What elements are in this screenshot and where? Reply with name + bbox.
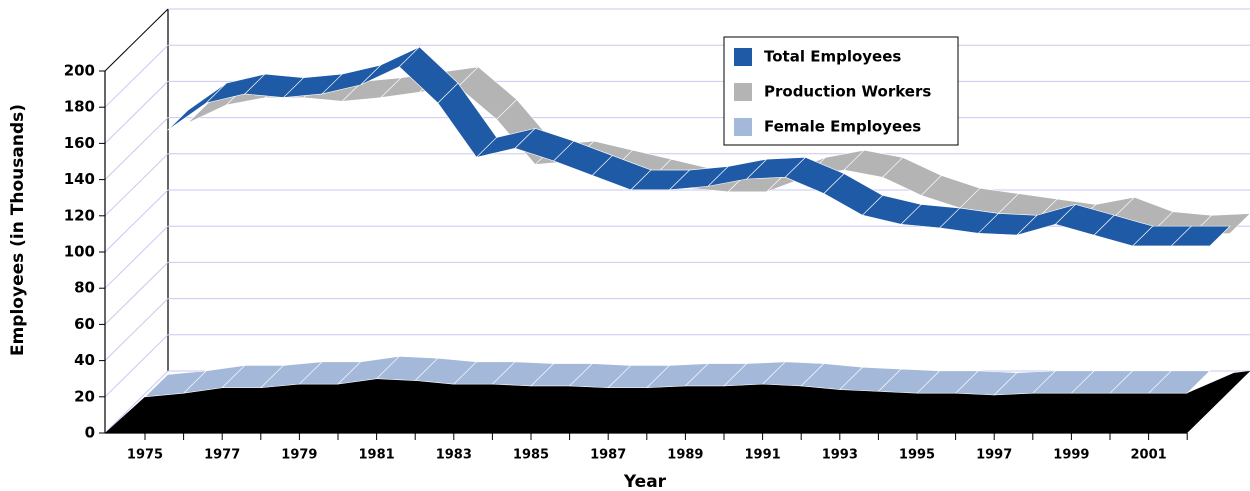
y-tick-label: 60 xyxy=(74,315,95,333)
y-tick-label: 0 xyxy=(85,424,95,442)
x-tick-label: 1985 xyxy=(513,448,549,463)
side-grid-line xyxy=(104,189,169,253)
side-grid-line xyxy=(104,334,169,398)
side-grid-line xyxy=(104,8,169,72)
legend-label: Female Employees xyxy=(764,118,921,136)
x-tick-label: 1975 xyxy=(127,448,163,463)
y-tick-label: 100 xyxy=(64,243,95,261)
side-grid-line xyxy=(104,225,169,289)
legend-swatch xyxy=(734,83,752,101)
x-axis-label: Year xyxy=(623,472,667,491)
ribbon-segment xyxy=(1147,370,1211,394)
ribbon-segment xyxy=(1170,225,1231,247)
x-tick-label: 1993 xyxy=(822,448,858,463)
x-tick-label: 1997 xyxy=(976,448,1012,463)
y-tick-label: 40 xyxy=(74,351,95,369)
side-grid-line xyxy=(104,298,169,361)
x-tick-label: 1989 xyxy=(667,448,703,463)
y-tick-label: 180 xyxy=(64,98,95,116)
y-axis-label: Employees (in Thousands) xyxy=(8,104,28,356)
x-tick-label: 2001 xyxy=(1131,448,1167,463)
y-tick-label: 140 xyxy=(64,170,95,188)
y-tick-label: 200 xyxy=(64,62,95,80)
side-grid-line xyxy=(104,117,169,180)
side-grid-line xyxy=(104,153,169,217)
x-tick-label: 1995 xyxy=(899,448,935,463)
x-tick-label: 1983 xyxy=(436,448,472,463)
x-tick-label: 1987 xyxy=(590,448,626,463)
x-tick-label: 1991 xyxy=(745,448,781,463)
y-tick-label: 20 xyxy=(74,387,95,405)
legend-swatch xyxy=(734,48,752,66)
x-tick-label: 1981 xyxy=(359,448,395,463)
x-tick-label: 1979 xyxy=(281,448,317,463)
side-grid-line xyxy=(104,44,169,108)
y-tick-label: 160 xyxy=(64,134,95,152)
legend-box xyxy=(723,36,959,146)
x-tick-label: 1999 xyxy=(1053,448,1089,463)
legend-swatch xyxy=(734,118,752,136)
side-grid-line xyxy=(104,81,169,144)
y-tick-label: 80 xyxy=(74,279,95,297)
x-tick-label: 1977 xyxy=(204,448,240,463)
y-tick-label: 120 xyxy=(64,206,95,224)
legend-label: Production Workers xyxy=(764,83,931,101)
side-grid-line xyxy=(104,262,169,325)
legend-label: Total Employees xyxy=(764,48,901,66)
side-grid-line xyxy=(104,370,169,434)
floor xyxy=(105,371,1250,433)
